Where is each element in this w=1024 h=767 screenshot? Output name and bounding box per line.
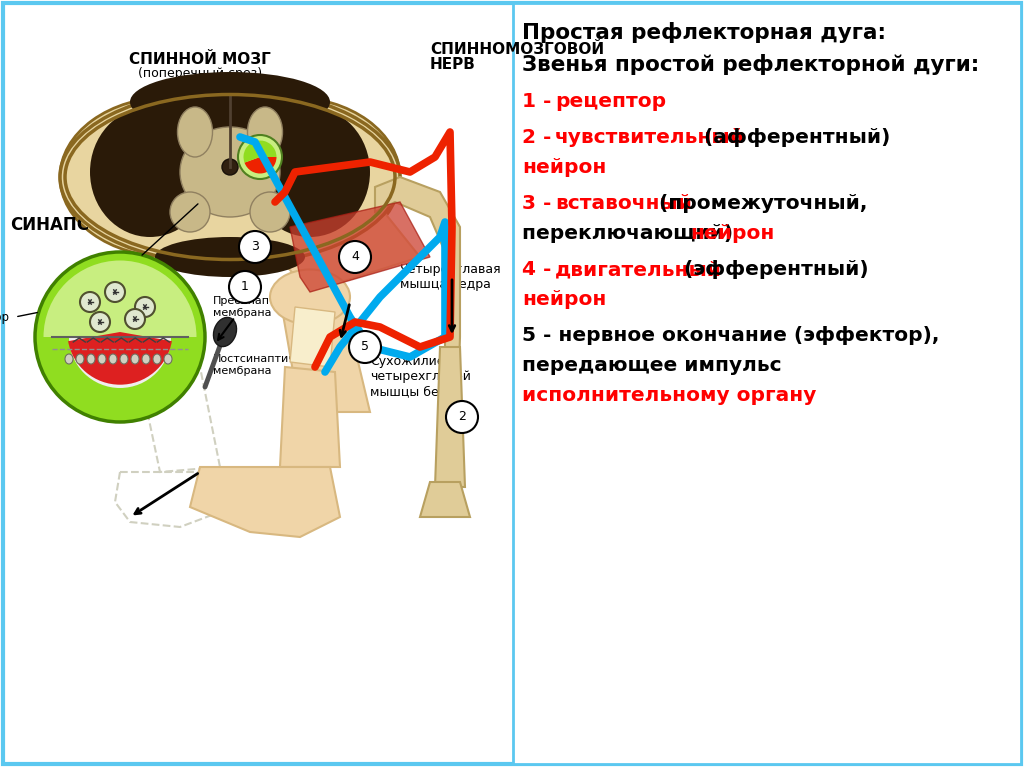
Ellipse shape (270, 269, 350, 324)
Circle shape (446, 401, 478, 433)
Wedge shape (69, 337, 171, 388)
Text: переключающий): переключающий) (522, 224, 740, 243)
Text: нейрон: нейрон (522, 290, 606, 309)
Text: передающее импульс: передающее импульс (522, 356, 781, 375)
Ellipse shape (164, 354, 172, 364)
Polygon shape (290, 307, 335, 367)
Ellipse shape (131, 354, 139, 364)
Polygon shape (260, 207, 420, 292)
Ellipse shape (142, 354, 150, 364)
Circle shape (238, 135, 282, 179)
Text: двигательный: двигательный (555, 260, 722, 279)
Text: (промежуточный,: (промежуточный, (652, 194, 867, 213)
Ellipse shape (170, 192, 210, 232)
Polygon shape (280, 367, 340, 467)
Text: Простая рефлекторная дуга:: Простая рефлекторная дуга: (522, 22, 886, 43)
Text: Четырехглавая
мышца бедра: Четырехглавая мышца бедра (400, 263, 502, 291)
Text: вставочный: вставочный (555, 194, 692, 213)
Wedge shape (244, 140, 276, 163)
Polygon shape (190, 467, 340, 537)
Text: Звенья простой рефлекторной дуги:: Звенья простой рефлекторной дуги: (522, 54, 979, 75)
Text: (афферентный): (афферентный) (697, 128, 891, 147)
Text: чувствительный: чувствительный (555, 128, 744, 147)
Text: СИНАПС: СИНАПС (10, 216, 89, 234)
Text: 4: 4 (351, 251, 359, 264)
Text: 3 -: 3 - (522, 194, 558, 213)
Text: СПИННОМОЗГОВОЙ: СПИННОМОЗГОВОЙ (430, 42, 604, 57)
Text: 2: 2 (458, 410, 466, 423)
Text: 2 -: 2 - (522, 128, 558, 147)
Circle shape (90, 312, 110, 332)
Text: нейрон: нейрон (522, 158, 606, 177)
Circle shape (80, 292, 100, 312)
Ellipse shape (180, 127, 280, 217)
Text: 1 -: 1 - (522, 92, 558, 111)
Ellipse shape (76, 354, 84, 364)
Polygon shape (420, 482, 470, 517)
Text: 1: 1 (241, 281, 249, 294)
Ellipse shape (248, 107, 283, 157)
FancyBboxPatch shape (513, 3, 1021, 764)
Ellipse shape (60, 90, 400, 265)
Wedge shape (43, 261, 197, 337)
Text: (поперечный срез): (поперечный срез) (138, 67, 262, 80)
Ellipse shape (90, 107, 210, 237)
Circle shape (229, 271, 261, 303)
Circle shape (135, 297, 155, 317)
Ellipse shape (65, 354, 73, 364)
Circle shape (35, 252, 205, 422)
Ellipse shape (177, 107, 213, 157)
Ellipse shape (87, 354, 95, 364)
Text: 4 -: 4 - (522, 260, 558, 279)
Ellipse shape (109, 354, 117, 364)
Ellipse shape (250, 192, 290, 232)
Ellipse shape (155, 237, 305, 277)
Circle shape (222, 159, 238, 175)
Polygon shape (280, 297, 370, 412)
Circle shape (105, 282, 125, 302)
Polygon shape (435, 347, 465, 487)
Polygon shape (290, 202, 430, 292)
Text: рецептор: рецептор (555, 92, 667, 111)
Text: исполнительному органу: исполнительному органу (522, 386, 816, 405)
Text: 3: 3 (251, 241, 259, 254)
FancyBboxPatch shape (3, 3, 1021, 764)
Text: нейрон: нейрон (690, 224, 774, 243)
Ellipse shape (120, 354, 128, 364)
Ellipse shape (213, 318, 237, 347)
Ellipse shape (130, 72, 330, 132)
Text: Пресинаптическая
мембрана: Пресинаптическая мембрана (213, 296, 324, 318)
Text: 5 - нервное окончание (эффектор),: 5 - нервное окончание (эффектор), (522, 326, 939, 345)
Text: Медиатор: Медиатор (0, 311, 10, 324)
Text: Сухожилие
четырехглавой
мышцы бедра: Сухожилие четырехглавой мышцы бедра (370, 355, 471, 399)
Text: СПИННОЙ МОЗГ: СПИННОЙ МОЗГ (129, 52, 271, 67)
Wedge shape (69, 332, 172, 385)
Text: НЕРВ: НЕРВ (430, 57, 476, 72)
Ellipse shape (180, 97, 400, 257)
Ellipse shape (153, 354, 161, 364)
Ellipse shape (60, 97, 280, 257)
Text: (эфферентный): (эфферентный) (677, 260, 868, 279)
Ellipse shape (98, 354, 106, 364)
Text: 5: 5 (361, 341, 369, 354)
Circle shape (125, 309, 145, 329)
Circle shape (339, 241, 371, 273)
Ellipse shape (250, 107, 370, 237)
Polygon shape (375, 177, 460, 487)
Text: Постсинаптическая
мембрана: Постсинаптическая мембрана (213, 354, 330, 376)
Wedge shape (245, 157, 276, 173)
Circle shape (349, 331, 381, 363)
Circle shape (239, 231, 271, 263)
